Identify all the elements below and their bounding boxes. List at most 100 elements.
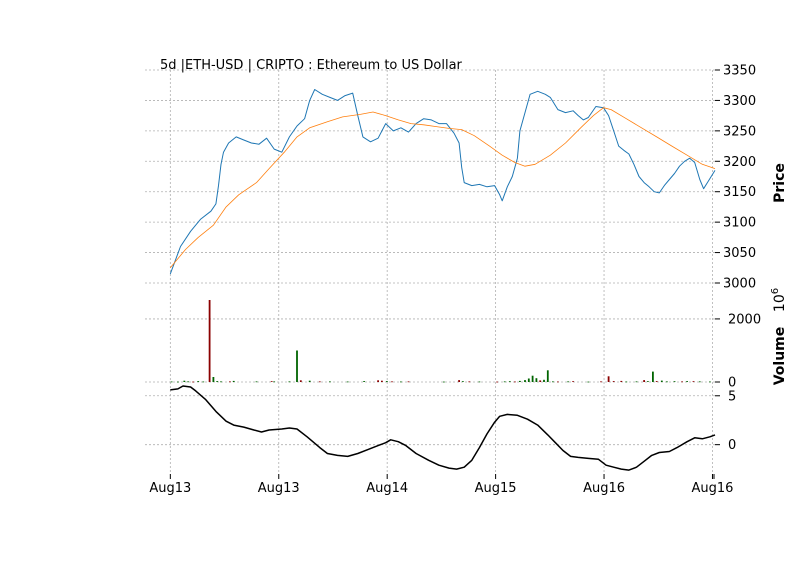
volume-bar xyxy=(478,381,481,383)
price-axis-label: Price xyxy=(772,163,788,203)
volume-bar xyxy=(600,381,602,383)
volume-bar xyxy=(296,350,298,382)
volume-tick-label: 2000 xyxy=(728,312,761,327)
volume-bar xyxy=(381,380,383,382)
x-tick-label: Aug16 xyxy=(583,481,625,496)
volume-bar xyxy=(308,380,311,382)
x-tick-label: Aug13 xyxy=(258,481,300,496)
price-tick-label: 3100 xyxy=(723,216,756,231)
price-tick-label: 3050 xyxy=(723,246,756,261)
indicator-tick-label: 5 xyxy=(728,389,736,404)
volume-bar xyxy=(673,381,676,382)
x-tick-label: Aug15 xyxy=(475,481,517,496)
volume-bar xyxy=(192,381,194,383)
volume-bar xyxy=(620,380,623,382)
volume-bar xyxy=(647,381,649,382)
volume-bar xyxy=(652,371,654,382)
volume-bar xyxy=(552,381,554,383)
volume-bar xyxy=(458,380,460,382)
volume-bar xyxy=(686,381,688,382)
volume-bar xyxy=(407,381,410,383)
volume-bar xyxy=(531,375,534,382)
volume-bar xyxy=(363,381,365,382)
indicator-tick-label: 0 xyxy=(728,438,736,453)
volume-bar xyxy=(535,378,538,382)
volume-bar xyxy=(299,380,302,382)
volume-bar xyxy=(709,381,711,383)
volume-bar xyxy=(539,380,542,382)
volume-bar xyxy=(643,380,645,382)
x-tick-label: Aug16 xyxy=(691,481,733,496)
volume-bar xyxy=(524,380,526,382)
volume-bar xyxy=(660,380,663,382)
volume-bar xyxy=(557,381,559,383)
volume-bar xyxy=(546,370,549,382)
volume-bar xyxy=(692,381,695,382)
indicator-panel xyxy=(170,385,716,471)
volume-axis-label: Volume xyxy=(772,327,788,386)
volume-bar xyxy=(508,381,511,382)
volume-bar xyxy=(232,380,235,382)
volume-bar xyxy=(635,381,638,383)
volume-bar xyxy=(468,381,471,383)
volume-bar xyxy=(273,381,276,383)
volume-bar xyxy=(187,381,189,383)
volume-bar xyxy=(170,381,173,383)
chart-title: 5d |ETH-USD | CRIPTO : Ethereum to US Do… xyxy=(160,58,463,73)
volume-exponent-base: 10 xyxy=(772,294,788,312)
price-tick-label: 3250 xyxy=(723,124,756,139)
volume-bar xyxy=(666,381,668,383)
volume-bar xyxy=(386,381,388,382)
volume-bar xyxy=(318,381,321,383)
grid-layer xyxy=(145,69,715,474)
volume-bar xyxy=(503,381,506,383)
volume-exponent-power: 6 xyxy=(770,288,781,294)
volume-bar xyxy=(255,381,258,383)
volume-bar xyxy=(698,381,701,383)
volume-bar xyxy=(216,381,219,382)
volume-bar xyxy=(462,381,464,382)
volume-bar xyxy=(519,380,521,382)
volume-bar xyxy=(681,381,683,383)
volume-bar xyxy=(527,378,530,382)
price-line xyxy=(169,89,716,275)
volume-bar xyxy=(377,380,379,382)
volume-bar xyxy=(655,381,658,382)
volume-bar xyxy=(202,381,205,383)
volume-bar xyxy=(400,381,402,383)
volume-bar xyxy=(514,381,516,383)
volume-bar xyxy=(391,381,393,383)
volume-bar xyxy=(220,381,222,383)
volume-bar xyxy=(197,381,200,382)
volume-bar xyxy=(329,381,331,383)
volume-bar xyxy=(496,381,498,383)
price-tick-label: 3350 xyxy=(723,64,756,79)
volume-bar xyxy=(607,376,610,382)
price-tick-label: 3200 xyxy=(723,155,756,170)
volume-bar xyxy=(612,381,615,382)
volume-bar xyxy=(288,381,291,383)
x-tick-label: Aug13 xyxy=(149,481,191,496)
moving-average-line xyxy=(169,107,716,269)
volume-bar xyxy=(572,381,574,382)
volume-panel xyxy=(170,300,711,383)
volume-bar xyxy=(543,379,545,382)
volume-bar xyxy=(270,381,273,382)
volume-exponent-label: 106 xyxy=(770,288,788,312)
volume-bar xyxy=(183,380,186,382)
price-panel xyxy=(169,89,716,275)
volume-bar xyxy=(177,381,179,383)
volume-bar xyxy=(212,377,215,382)
price-tick-label: 3150 xyxy=(723,185,756,200)
volume-bar xyxy=(229,381,231,383)
price-tick-label: 3300 xyxy=(723,94,756,109)
indicator-line xyxy=(170,385,716,471)
price-tick-label: 3000 xyxy=(723,277,756,292)
volume-tick-label: 0 xyxy=(728,376,736,391)
volume-bar xyxy=(208,300,211,382)
volume-bar xyxy=(625,381,628,383)
volume-bar xyxy=(567,381,569,383)
svg-text:106: 106 xyxy=(770,288,788,312)
